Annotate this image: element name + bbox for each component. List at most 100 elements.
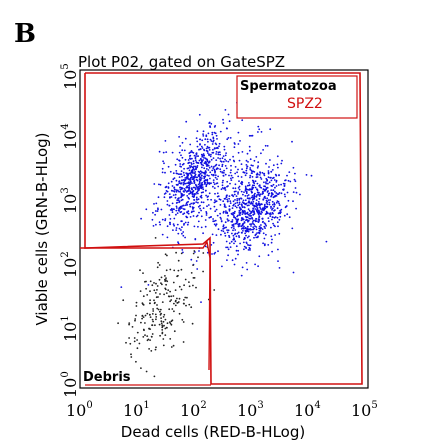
scatter-point-pop0 (202, 164, 205, 167)
scatter-point-pop3 (191, 322, 194, 325)
scatter-point-pop1 (244, 227, 247, 230)
scatter-point-pop1 (234, 199, 236, 201)
scatter-point-pop2 (213, 126, 216, 128)
scatter-point-pop1 (225, 210, 227, 213)
scatter-point-pop2 (208, 122, 211, 124)
scatter-point-pop3 (202, 252, 205, 254)
scatter-point-pop1 (255, 236, 258, 239)
scatter-point-pop1 (294, 187, 297, 189)
scatter-point-pop1 (265, 233, 267, 236)
scatter-point-pop1 (281, 159, 283, 162)
scatter-point-pop1 (258, 202, 261, 205)
scatter-point-pop0 (207, 132, 210, 135)
scatter-point-pop2 (222, 179, 224, 182)
scatter-point-pop2 (237, 143, 240, 145)
scatter-point-pop2 (173, 224, 176, 227)
scatter-point-pop1 (267, 199, 270, 202)
scatter-point-pop0 (153, 203, 155, 205)
x-ticks: 100 101 102 103 104 105 (66, 400, 378, 420)
scatter-point-pop2 (176, 172, 179, 175)
gate-label-spz2: SPZ2 (287, 96, 323, 112)
scatter-point-pop1 (231, 207, 234, 210)
scatter-point-pop0 (185, 172, 188, 175)
scatter-point-pop2 (249, 202, 252, 205)
scatter-point-pop3 (172, 344, 175, 347)
scatter-point-pop1 (248, 182, 250, 184)
scatter-point-pop0 (223, 145, 226, 148)
scatter-point-pop0 (190, 202, 193, 205)
scatter-point-pop2 (164, 219, 167, 222)
scatter-point-pop1 (255, 195, 258, 198)
scatter-point-pop2 (231, 224, 234, 226)
scatter-point-pop0 (216, 178, 218, 181)
scatter-point-pop0 (176, 184, 179, 186)
scatter-point-pop0 (172, 208, 175, 211)
scatter-point-pop2 (228, 174, 230, 177)
scatter-point-pop2 (214, 224, 217, 227)
scatter-point-pop2 (233, 146, 236, 149)
scatter-point-pop1 (277, 248, 279, 251)
scatter-point-pop1 (238, 201, 241, 204)
scatter-point-pop1 (261, 193, 264, 195)
scatter-point-pop0 (188, 186, 191, 189)
scatter-point-pop3 (168, 295, 171, 298)
scatter-point-pop2 (274, 234, 276, 236)
scatter-point-pop0 (197, 220, 200, 223)
scatter-point-pop3 (192, 284, 194, 287)
scatter-point-pop2 (196, 130, 199, 133)
scatter-point-pop0 (191, 176, 194, 179)
scatter-point-pop2 (200, 226, 203, 229)
scatter-point-pop2 (245, 159, 248, 162)
scatter-point-pop0 (209, 171, 212, 174)
scatter-point-pop2 (277, 166, 279, 169)
scatter-point-pop1 (247, 208, 250, 211)
scatter-point-pop0 (175, 179, 178, 182)
scatter-point-pop1 (234, 210, 236, 213)
scatter-point-pop3 (174, 289, 177, 291)
scatter-point-pop3 (151, 284, 154, 287)
scatter-point-pop2 (222, 122, 225, 124)
scatter-point-pop1 (228, 197, 231, 200)
scatter-point-pop3 (168, 321, 171, 323)
scatter-point-pop1 (232, 229, 234, 232)
scatter-point-pop2 (267, 182, 269, 185)
scatter-point-pop0 (194, 166, 197, 168)
scatter-point-pop1 (247, 194, 250, 196)
scatter-point-pop1 (212, 241, 215, 244)
scatter-point-pop0 (169, 221, 171, 224)
scatter-point-pop3 (142, 295, 145, 298)
scatter-point-pop1 (273, 202, 276, 205)
scatter-point-pop0 (171, 185, 174, 187)
y-ticks: 100 101 102 103 104 105 (60, 63, 80, 398)
scatter-point-pop1 (223, 197, 226, 200)
scatter-point-pop2 (227, 248, 230, 251)
scatter-point-pop1 (241, 181, 244, 184)
scatter-point-pop0 (192, 208, 194, 210)
scatter-point-pop1 (267, 171, 270, 174)
scatter-point-pop2 (193, 199, 195, 201)
scatter-point-pop0 (175, 213, 177, 216)
scatter-point-pop2 (192, 190, 194, 193)
scatter-point-pop2 (325, 240, 328, 243)
scatter-point-pop1 (267, 217, 270, 220)
scatter-point-pop2 (250, 228, 253, 231)
scatter-point-pop1 (268, 203, 271, 206)
scatter-point-pop0 (206, 178, 209, 181)
scatter-point-pop1 (274, 190, 276, 193)
scatter-point-pop2 (255, 202, 257, 205)
scatter-point-pop3 (160, 317, 163, 319)
scatter-point-pop0 (194, 156, 197, 159)
scatter-point-pop0 (189, 190, 191, 192)
scatter-point-pop1 (259, 206, 261, 209)
scatter-point-pop1 (271, 185, 273, 188)
scatter-point-pop3 (136, 347, 139, 350)
scatter-point-pop3 (133, 340, 136, 343)
scatter-point-pop1 (236, 199, 239, 202)
scatter-point-pop1 (252, 204, 255, 207)
scatter-point-pop0 (181, 156, 184, 159)
scatter-point-pop0 (170, 189, 173, 192)
scatter-point-pop3 (173, 302, 175, 305)
scatter-point-pop1 (258, 212, 260, 215)
scatter-point-pop3 (158, 278, 161, 281)
scatter-point-pop2 (278, 267, 281, 269)
